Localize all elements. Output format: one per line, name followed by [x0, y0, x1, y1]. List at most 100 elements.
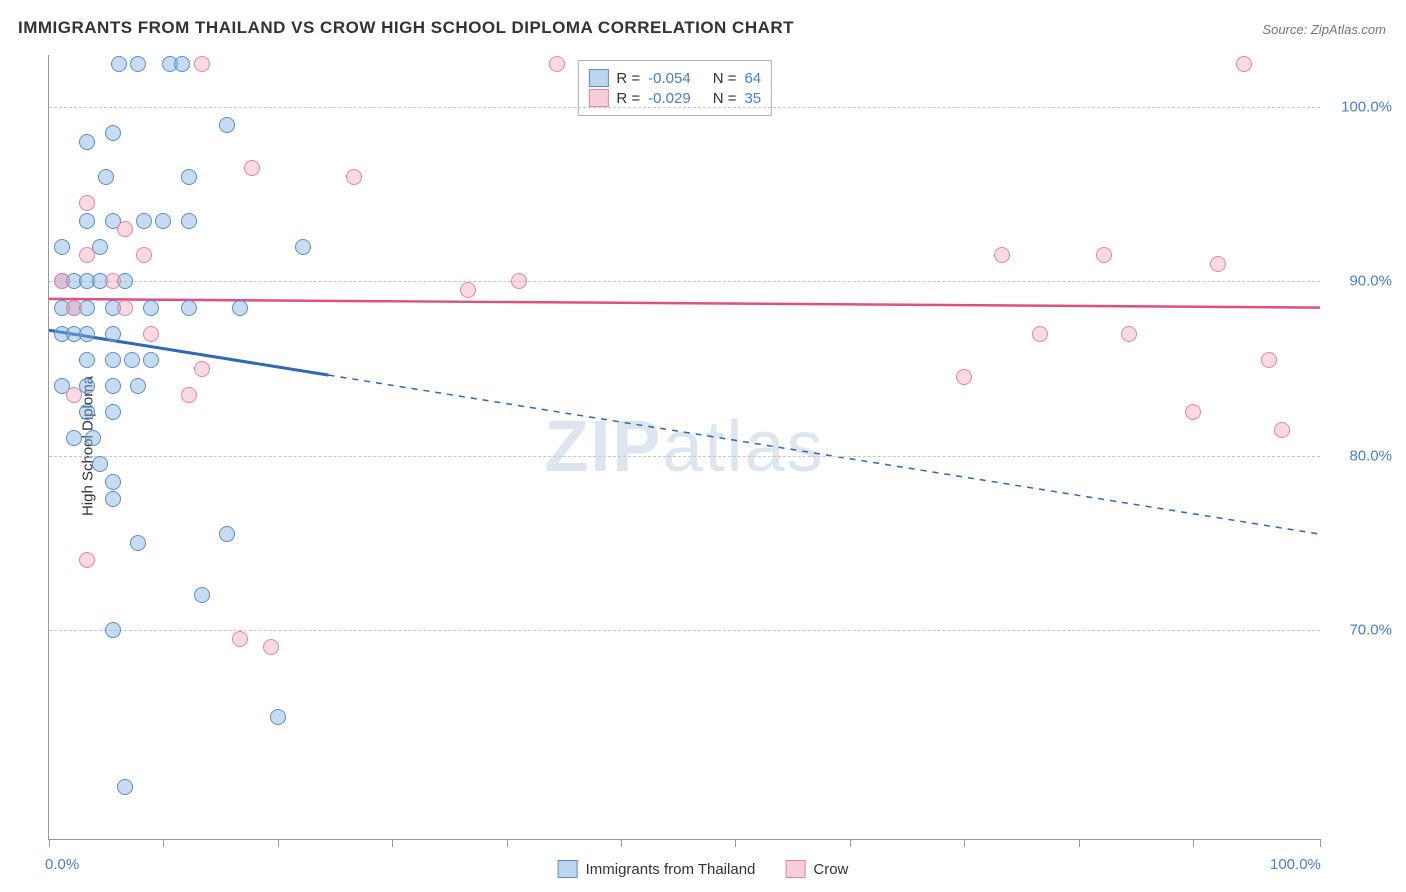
y-tick-label: 100.0%: [1341, 99, 1392, 116]
data-point: [1236, 56, 1252, 72]
data-point: [181, 300, 197, 316]
data-point: [117, 300, 133, 316]
data-point: [219, 117, 235, 133]
stats-row-series-1: R = -0.054 N = 64: [588, 69, 761, 87]
data-point: [232, 300, 248, 316]
y-tick-label: 90.0%: [1349, 273, 1392, 290]
x-tick: [621, 839, 622, 847]
source-attribution: Source: ZipAtlas.com: [1262, 22, 1386, 37]
data-point: [1210, 256, 1226, 272]
data-point: [143, 352, 159, 368]
data-point: [219, 526, 235, 542]
data-point: [124, 352, 140, 368]
x-tick-label: 100.0%: [1270, 856, 1321, 873]
data-point: [130, 56, 146, 72]
data-point: [79, 326, 95, 342]
data-point: [155, 213, 171, 229]
chart-container: IMMIGRANTS FROM THAILAND VS CROW HIGH SC…: [0, 0, 1406, 892]
data-point: [98, 169, 114, 185]
swatch-series-1: [588, 69, 608, 87]
data-point: [117, 221, 133, 237]
data-point: [85, 430, 101, 446]
data-point: [105, 378, 121, 394]
data-point: [194, 361, 210, 377]
N-value-1: 64: [744, 70, 761, 87]
data-point: [105, 622, 121, 638]
data-point: [54, 239, 70, 255]
data-point: [143, 326, 159, 342]
swatch-series-2: [588, 89, 608, 107]
legend-label-2: Crow: [813, 861, 848, 878]
data-point: [79, 352, 95, 368]
data-point: [66, 430, 82, 446]
x-tick: [163, 839, 164, 847]
data-point: [1274, 422, 1290, 438]
x-tick: [278, 839, 279, 847]
data-point: [174, 56, 190, 72]
data-point: [105, 352, 121, 368]
data-point: [346, 169, 362, 185]
data-point: [111, 56, 127, 72]
trend-lines: [49, 55, 1320, 839]
data-point: [194, 587, 210, 603]
data-point: [270, 709, 286, 725]
legend-item-2: Crow: [785, 860, 848, 878]
source-value: ZipAtlas.com: [1311, 22, 1386, 37]
data-point: [105, 326, 121, 342]
data-point: [511, 273, 527, 289]
data-point: [181, 387, 197, 403]
data-point: [92, 456, 108, 472]
x-tick: [1079, 839, 1080, 847]
data-point: [1185, 404, 1201, 420]
data-point: [263, 639, 279, 655]
plot-area: ZIPatlas R = -0.054 N = 64 R = -0.029 N …: [48, 55, 1320, 840]
data-point: [1096, 247, 1112, 263]
gridline: [49, 456, 1320, 457]
data-point: [105, 125, 121, 141]
source-label: Source:: [1262, 22, 1307, 37]
R-value-2: -0.029: [648, 90, 691, 107]
data-point: [136, 247, 152, 263]
x-tick: [735, 839, 736, 847]
data-point: [181, 213, 197, 229]
data-point: [1121, 326, 1137, 342]
x-tick: [964, 839, 965, 847]
data-point: [994, 247, 1010, 263]
x-tick-label: 0.0%: [45, 856, 79, 873]
R-label: R =: [616, 90, 640, 107]
data-point: [54, 273, 70, 289]
data-point: [79, 552, 95, 568]
data-point: [136, 213, 152, 229]
data-point: [295, 239, 311, 255]
N-label: N =: [713, 90, 737, 107]
data-point: [143, 300, 159, 316]
data-point: [1032, 326, 1048, 342]
legend-label-1: Immigrants from Thailand: [586, 861, 756, 878]
data-point: [66, 387, 82, 403]
data-point: [194, 56, 210, 72]
chart-title: IMMIGRANTS FROM THAILAND VS CROW HIGH SC…: [18, 18, 794, 38]
data-point: [130, 535, 146, 551]
data-point: [79, 134, 95, 150]
data-point: [117, 779, 133, 795]
gridline: [49, 107, 1320, 108]
swatch-series-1: [558, 860, 578, 878]
data-point: [956, 369, 972, 385]
data-point: [79, 213, 95, 229]
data-point: [244, 160, 260, 176]
x-tick: [507, 839, 508, 847]
data-point: [79, 247, 95, 263]
gridline: [49, 281, 1320, 282]
data-point: [232, 631, 248, 647]
y-tick-label: 80.0%: [1349, 447, 1392, 464]
data-point: [181, 169, 197, 185]
bottom-legend: Immigrants from Thailand Crow: [558, 860, 849, 878]
legend-item-1: Immigrants from Thailand: [558, 860, 756, 878]
watermark: ZIPatlas: [544, 406, 824, 488]
data-point: [105, 474, 121, 490]
swatch-series-2: [785, 860, 805, 878]
data-point: [79, 195, 95, 211]
N-label: N =: [713, 70, 737, 87]
x-tick: [392, 839, 393, 847]
x-tick: [1320, 839, 1321, 847]
